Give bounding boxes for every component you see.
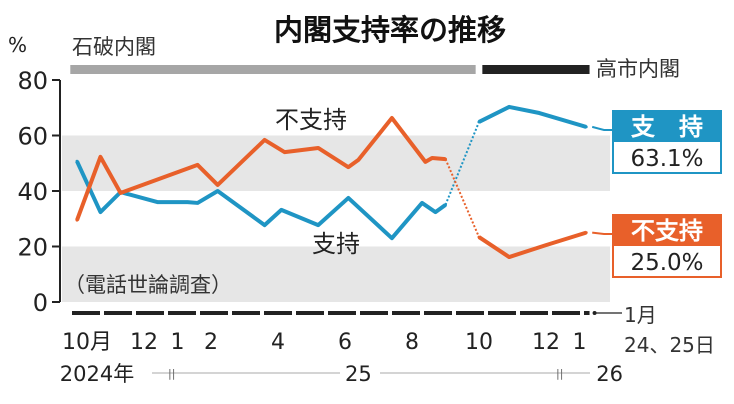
x-tick-label: 4 <box>271 330 285 355</box>
disapprove-point <box>544 243 548 247</box>
y-tick-label-60: 60 <box>17 123 48 151</box>
x-tick-label: 2 <box>204 330 218 355</box>
approve-point <box>216 189 220 193</box>
disapprove-point <box>423 160 427 164</box>
disapprove-latest-value: 25.0% <box>630 250 703 276</box>
cabinet-label-ishiba: 石破内閣 <box>72 35 156 59</box>
x-tick-label: 6 <box>338 330 352 355</box>
x-tick-label: 1 <box>573 330 587 355</box>
disapprove-callout-label-box <box>612 214 722 245</box>
disapprove-point <box>356 158 360 162</box>
disapprove-point <box>584 231 588 235</box>
cabinet-label-takaichi: 高市内閣 <box>596 57 680 81</box>
disapprove-line-ishiba <box>75 116 446 221</box>
approve-latest-value: 63.1% <box>630 146 703 172</box>
series-label-disapprove: 不支持 <box>275 106 347 134</box>
year-label: 26 <box>596 362 623 386</box>
y-tick-label-40: 40 <box>17 178 48 206</box>
disapprove-point <box>283 150 287 154</box>
disapprove-point <box>507 255 511 259</box>
chart-title: 内閣支持率の推移 <box>274 13 506 47</box>
approve-callout-label-box <box>612 110 722 141</box>
disapprove-point <box>216 183 220 187</box>
approve-point <box>186 200 190 204</box>
approve-point <box>390 236 394 240</box>
year-label: 25 <box>345 362 372 386</box>
disapprove-callout-label: 不支持 <box>631 217 703 245</box>
latest-value-callouts: 支 持 63.1% 不支持 25.0% <box>591 110 722 278</box>
y-tick-label-20: 20 <box>17 234 48 262</box>
approve-point <box>584 125 588 129</box>
disapprove-point <box>477 235 481 239</box>
disapprove-point <box>263 138 267 142</box>
disapprove-line-takaichi <box>477 230 587 260</box>
x-tick-label: 1 <box>171 330 185 355</box>
disapprove-callout-pointer <box>592 231 612 235</box>
approve-point <box>263 223 267 227</box>
disapprove-point <box>444 157 447 161</box>
disapprove-point <box>430 156 434 160</box>
approve-point <box>507 105 511 109</box>
year-label: 2024年 <box>60 362 134 386</box>
cabinet-bar-ishiba <box>70 65 476 74</box>
approve-point <box>444 203 447 207</box>
approve-point <box>155 200 159 204</box>
cabinet-bar-takaichi <box>482 65 590 74</box>
survey-note: （電話世論調査） <box>64 273 232 297</box>
approve-callout-label: 支 持 <box>631 113 703 141</box>
disapprove-point <box>75 218 79 222</box>
approve-point <box>433 210 437 214</box>
year-break-mark: || <box>556 367 563 380</box>
disapprove-point <box>346 165 350 169</box>
x-tick-label: 10 <box>465 330 493 355</box>
x-tick-label: 12 <box>130 330 158 355</box>
series-lines <box>75 104 588 260</box>
x-tick-label: 10月 <box>62 330 112 355</box>
latest-month-label: 1月 <box>624 303 657 327</box>
disapprove-point <box>390 116 394 120</box>
approve-point <box>346 196 350 200</box>
latest-days-label: 24、25日 <box>624 333 715 357</box>
approve-point <box>477 120 481 124</box>
series-label-approve: 支持 <box>312 230 360 258</box>
approve-point <box>537 111 541 115</box>
x-tick-label: 8 <box>405 330 419 355</box>
y-tick-label-0: 0 <box>33 289 48 317</box>
disapprove-point <box>119 191 123 195</box>
disapprove-callout-value-box <box>612 244 722 278</box>
y-axis: 0 20 40 60 80 <box>17 67 61 317</box>
approve-point <box>196 201 200 205</box>
approve-point <box>75 159 79 163</box>
approve-callout-pointer <box>591 125 612 131</box>
y-axis-unit: % <box>8 33 27 57</box>
disapprove-point <box>98 155 102 159</box>
approve-point <box>316 223 320 227</box>
approve-callout-value-box <box>612 140 722 174</box>
approve-line-transition <box>444 121 480 206</box>
approve-line-takaichi <box>478 104 587 129</box>
approve-point <box>420 201 424 205</box>
disapprove-point <box>316 146 320 150</box>
year-break-mark: || <box>168 367 175 380</box>
approve-point <box>98 210 102 214</box>
approve-point <box>279 208 283 212</box>
y-tick-label-80: 80 <box>17 67 48 95</box>
disapprove-point <box>196 163 200 167</box>
x-tick-label: 12 <box>532 330 560 355</box>
